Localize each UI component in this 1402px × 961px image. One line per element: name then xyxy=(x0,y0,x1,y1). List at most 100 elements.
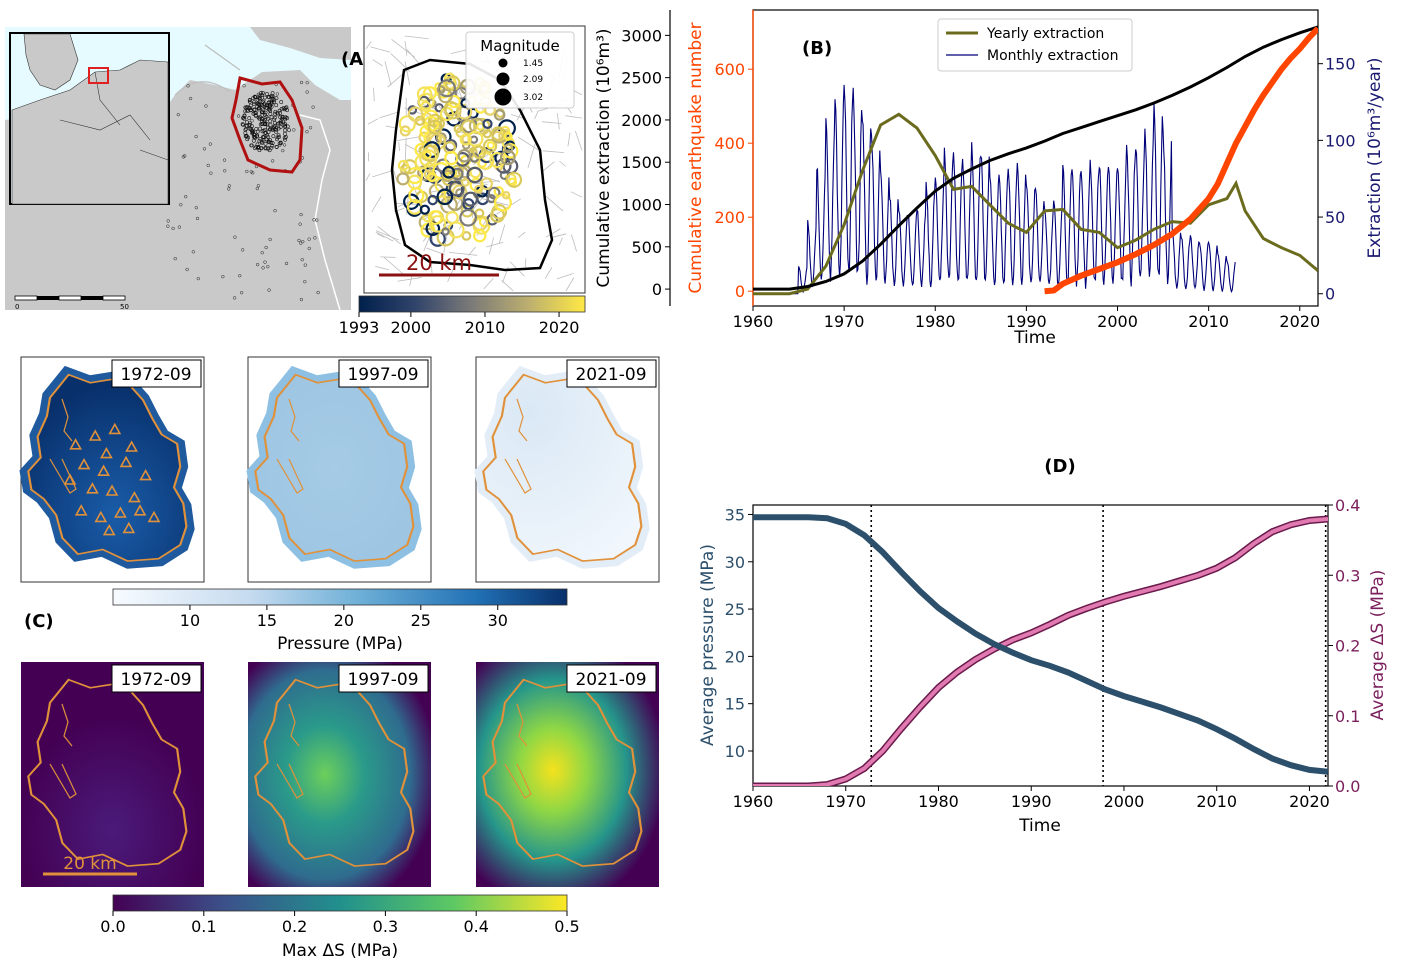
y-axis-label-right-b: Extraction (10⁶m³/year) xyxy=(1365,58,1385,259)
earthquake-marker xyxy=(486,141,495,150)
y-axis-label-left-d: Average pressure (MPa) xyxy=(698,544,718,746)
well-marker xyxy=(86,482,99,494)
y-tick-label-left: 10 xyxy=(725,742,745,761)
event-dot xyxy=(299,212,303,217)
x-tick-label: 1970 xyxy=(824,312,865,331)
event-dot xyxy=(283,128,287,133)
event-dot xyxy=(260,121,264,126)
event-dot xyxy=(260,117,265,122)
scale-tick-start: 0 xyxy=(15,303,19,311)
event-dot xyxy=(283,122,288,127)
earthquake-marker xyxy=(427,113,443,128)
event-dot xyxy=(282,107,286,111)
y-tick-label-left: 2500 xyxy=(621,69,662,88)
well-marker xyxy=(125,440,138,452)
event-dot xyxy=(264,245,268,250)
earthquake-marker xyxy=(489,151,506,169)
fault-line xyxy=(372,59,383,67)
fault-line xyxy=(422,233,429,242)
earthquake-marker xyxy=(397,159,409,171)
event-dot xyxy=(257,95,262,100)
magnitude-label-large: 3.02 xyxy=(523,93,543,103)
event-dot xyxy=(196,276,200,281)
earthquake-marker xyxy=(419,149,438,168)
delta-s-snapshot: 2021-09 xyxy=(476,662,659,887)
event-dot xyxy=(267,288,271,292)
fault-line xyxy=(380,256,396,258)
well-marker xyxy=(102,523,116,536)
y-tick-label-mid: 0 xyxy=(735,282,745,301)
event-dot xyxy=(239,290,244,295)
magnitude-legend-title: Magnitude xyxy=(480,37,559,55)
earthquake-marker xyxy=(416,86,433,102)
event-dot xyxy=(268,123,273,127)
event-dot xyxy=(257,102,262,107)
x-tick-label: 2000 xyxy=(1097,312,1138,331)
earthquake-marker xyxy=(503,131,513,141)
earthquake-marker xyxy=(491,203,508,220)
event-dot xyxy=(177,225,182,229)
earthquake-marker xyxy=(407,106,424,122)
well-marker xyxy=(100,446,113,459)
earthquake-marker xyxy=(444,150,459,166)
event-dot xyxy=(244,108,249,113)
colorbar-tick-label: 0.0 xyxy=(100,917,125,936)
event-dot xyxy=(287,128,291,132)
well-marker xyxy=(147,510,161,523)
well-marker xyxy=(114,506,127,518)
earthquake-marker xyxy=(419,204,430,215)
chart-extraction: 1960 1970 1980 1990 2000 2010 2020050010001500… xyxy=(594,9,1385,348)
event-dot xyxy=(303,280,307,284)
event-dot xyxy=(262,135,266,140)
magnitude-marker-medium xyxy=(496,72,510,86)
colorbar-tick-label: 25 xyxy=(411,611,431,630)
event-dot xyxy=(268,119,273,124)
earthquake-marker xyxy=(482,129,492,139)
event-dot xyxy=(307,246,311,251)
event-dot xyxy=(311,105,315,109)
earthquake-marker xyxy=(423,150,432,160)
fault-line xyxy=(567,132,571,147)
colorbar-tick-label: 0.3 xyxy=(373,917,398,936)
legend-b: Yearly extraction Monthly extraction xyxy=(937,18,1133,72)
event-dot xyxy=(270,127,274,132)
event-dot xyxy=(258,126,262,131)
event-dot xyxy=(274,129,278,134)
event-dot xyxy=(244,105,249,110)
well-marker xyxy=(69,438,82,450)
x-tick-label: 1980 xyxy=(915,312,956,331)
field-outline-overview xyxy=(230,76,304,174)
event-dot xyxy=(250,119,254,123)
event-dot xyxy=(241,122,246,127)
event-dot xyxy=(260,112,265,117)
y-tick-label-left: 500 xyxy=(631,238,662,257)
border-line xyxy=(299,114,341,311)
event-dot xyxy=(260,139,264,143)
fault-line xyxy=(450,49,467,54)
event-dot xyxy=(266,130,271,134)
event-dot xyxy=(265,92,269,96)
event-dot xyxy=(285,124,290,129)
event-dot xyxy=(254,127,259,131)
fault-line xyxy=(541,161,555,173)
earthquake-marker xyxy=(501,191,511,200)
event-dot xyxy=(315,218,319,222)
y-tick-label-right: 0.3 xyxy=(1335,566,1360,585)
event-dot xyxy=(308,126,313,130)
pressure-snapshots: 1972-09 1997-09 2021-09 xyxy=(21,356,660,583)
event-dot xyxy=(277,141,282,146)
earthquake-marker xyxy=(396,172,410,186)
delta-s-snapshots: 1972-09 20 km 1997-09 2021-09 xyxy=(21,662,659,887)
event-dot xyxy=(256,107,261,112)
fault-line xyxy=(376,233,385,238)
panel-label-d: (D) xyxy=(1044,456,1075,477)
event-dot xyxy=(251,138,256,143)
event-dot xyxy=(301,239,305,244)
earthquake-marker xyxy=(448,180,465,197)
well-marker xyxy=(128,490,141,503)
x-tick-label: 1960 xyxy=(733,312,774,331)
x-tick-label: 2010 xyxy=(1196,792,1237,811)
event-dot xyxy=(269,94,273,99)
event-dot xyxy=(299,241,303,245)
event-dot xyxy=(272,124,276,129)
